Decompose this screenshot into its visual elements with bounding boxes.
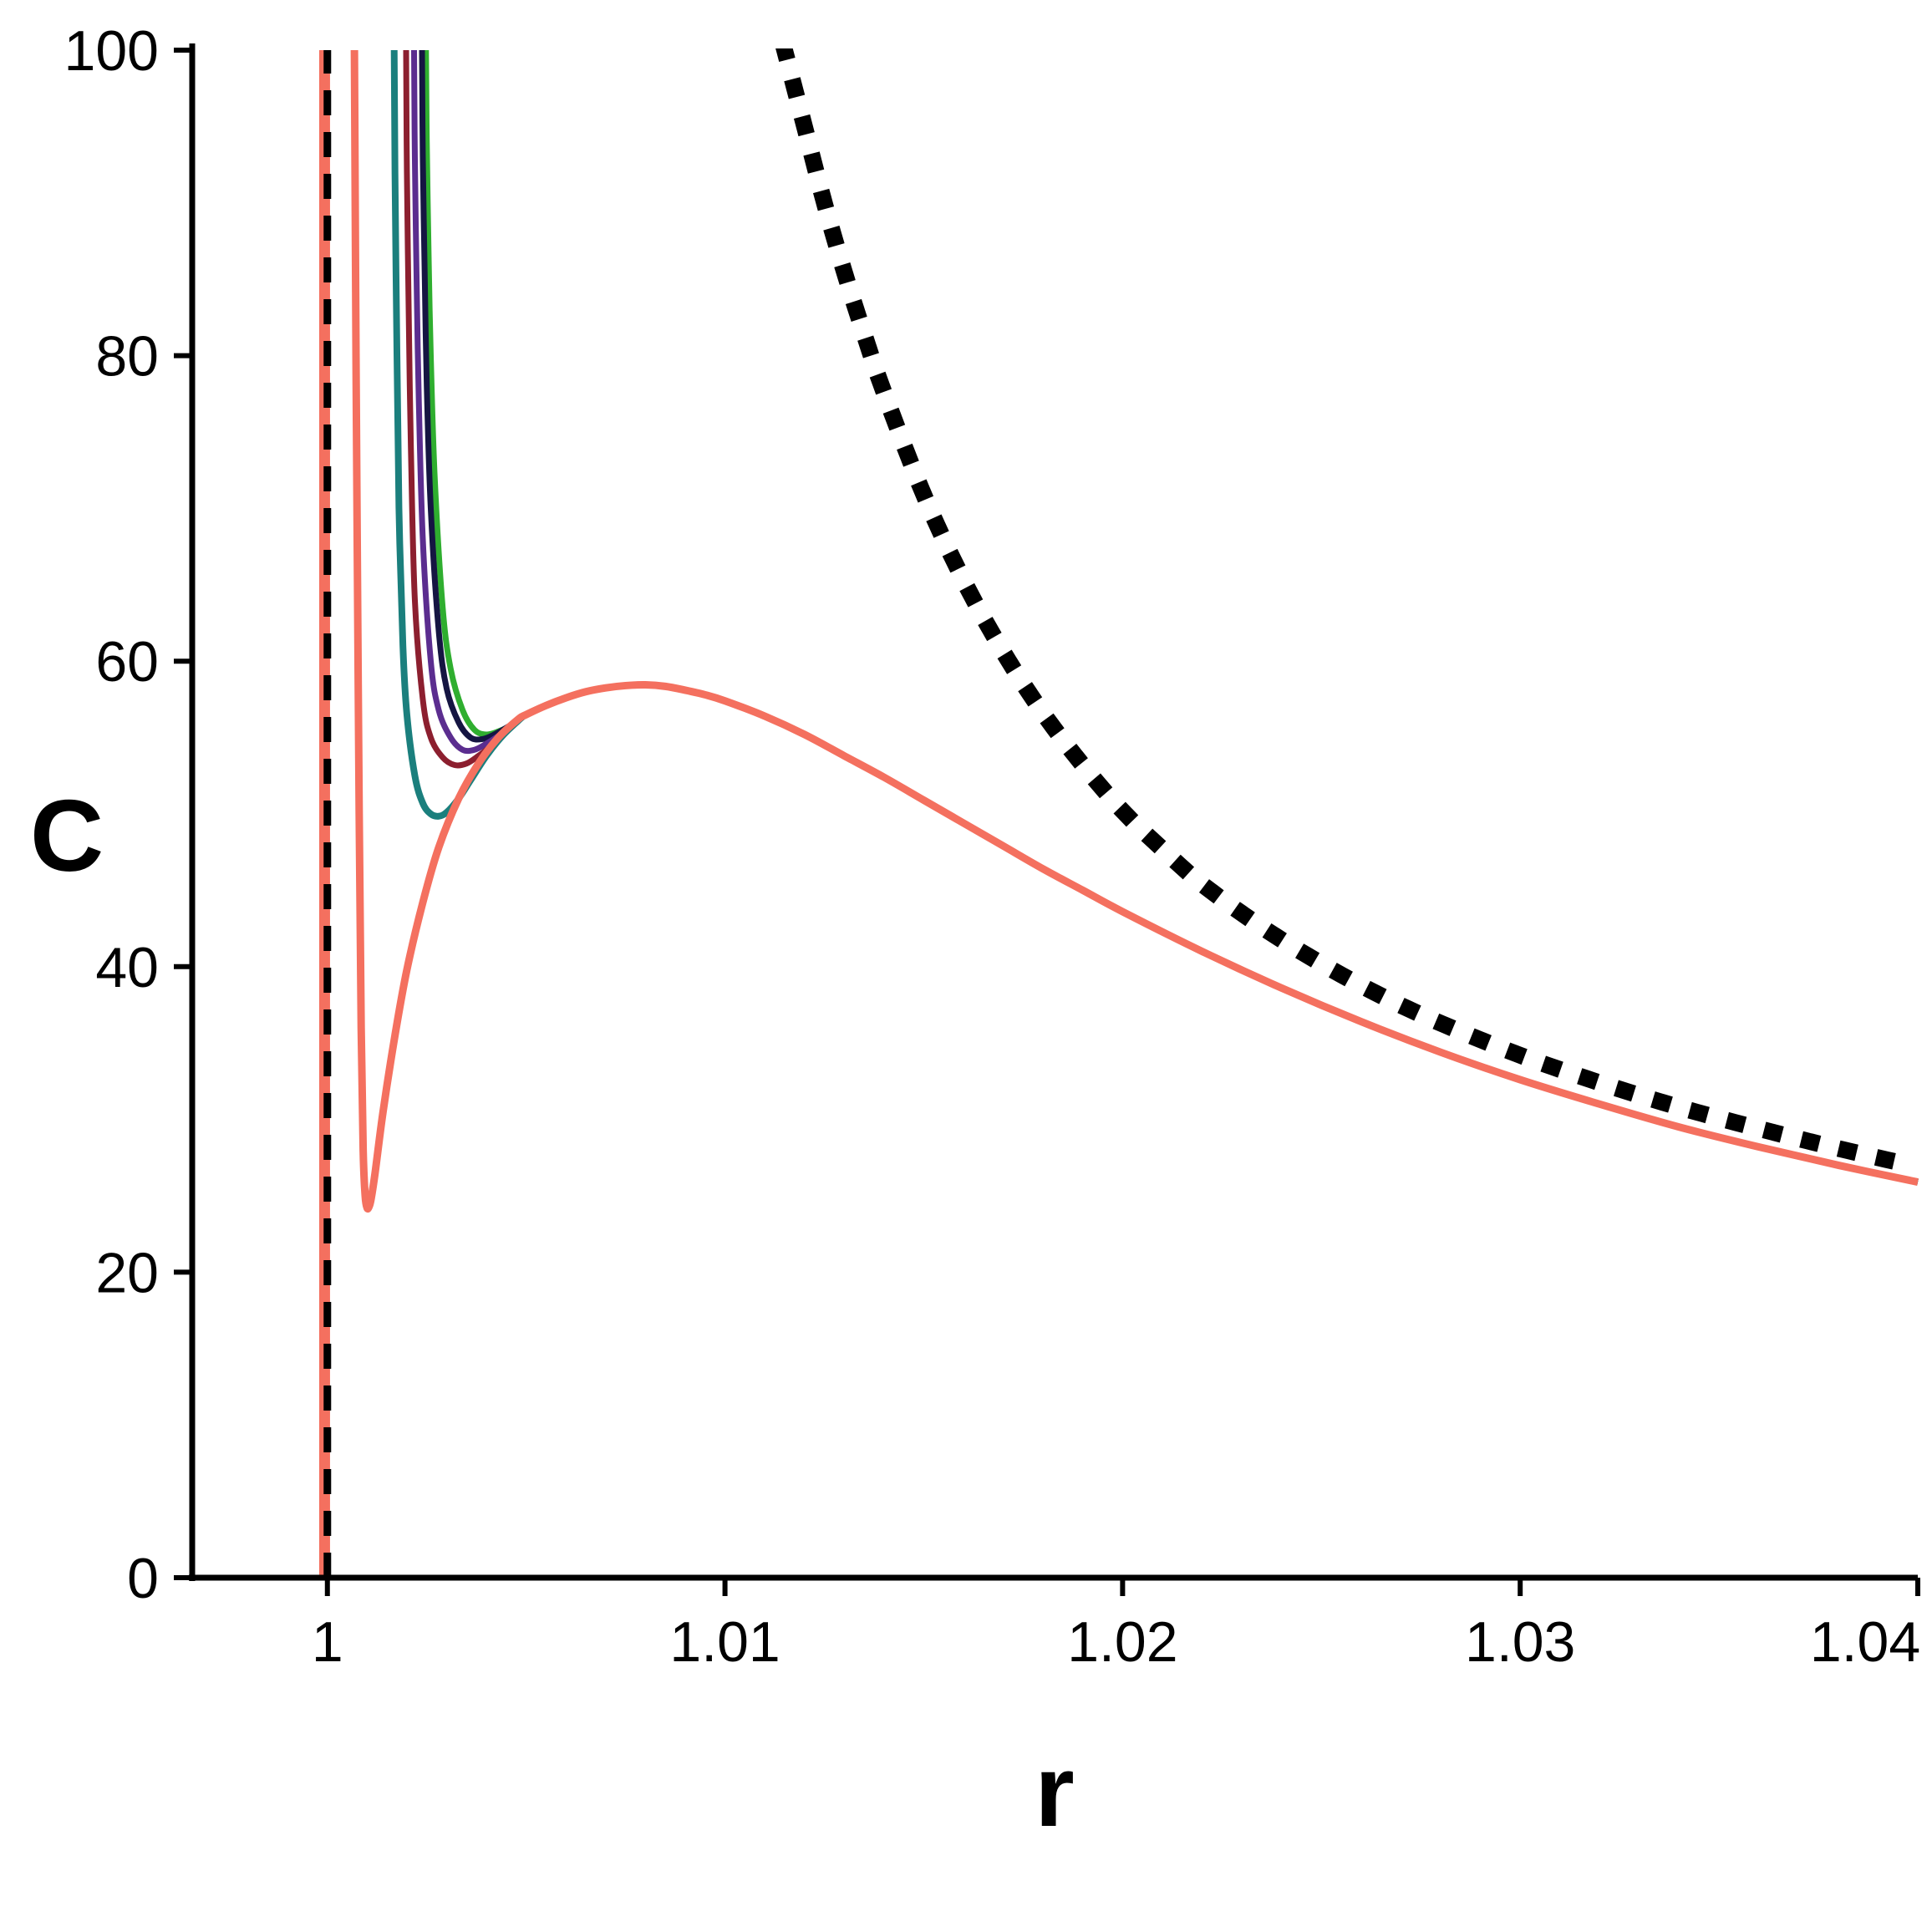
series-curve-purple [411, 49, 1919, 1185]
x-tick-label: 1 [312, 1610, 343, 1674]
axes-layer [189, 43, 1918, 1581]
series-curve-dotted-black [775, 48, 1919, 1176]
x-tick-label: 1.01 [669, 1610, 780, 1674]
ticks-layer: 1 1.01 1.02 1.03 1.04 0 20 40 60 80 100 [64, 19, 1921, 1674]
series-curve-green [423, 49, 1919, 1185]
x-axis-title: r [1035, 1734, 1074, 1848]
x-tick-label: 1.03 [1465, 1610, 1575, 1674]
x-tick-label: 1.04 [1810, 1610, 1920, 1674]
y-tick-label: 60 [95, 630, 159, 694]
y-tick-label: 0 [127, 1547, 159, 1610]
series-curve-maroon [403, 49, 1919, 1185]
y-tick-label: 40 [95, 936, 159, 999]
y-tick-label: 100 [64, 19, 159, 83]
series-curve-navy [419, 49, 1919, 1185]
y-tick-label: 20 [95, 1241, 159, 1304]
series-curve-teal [390, 49, 1919, 1186]
series-curve-coral [350, 49, 1919, 1213]
y-tick-label: 80 [95, 325, 159, 389]
curves-layer [318, 48, 1919, 1578]
y-axis-title: C [30, 779, 104, 892]
x-tick-label: 1.02 [1067, 1610, 1177, 1674]
